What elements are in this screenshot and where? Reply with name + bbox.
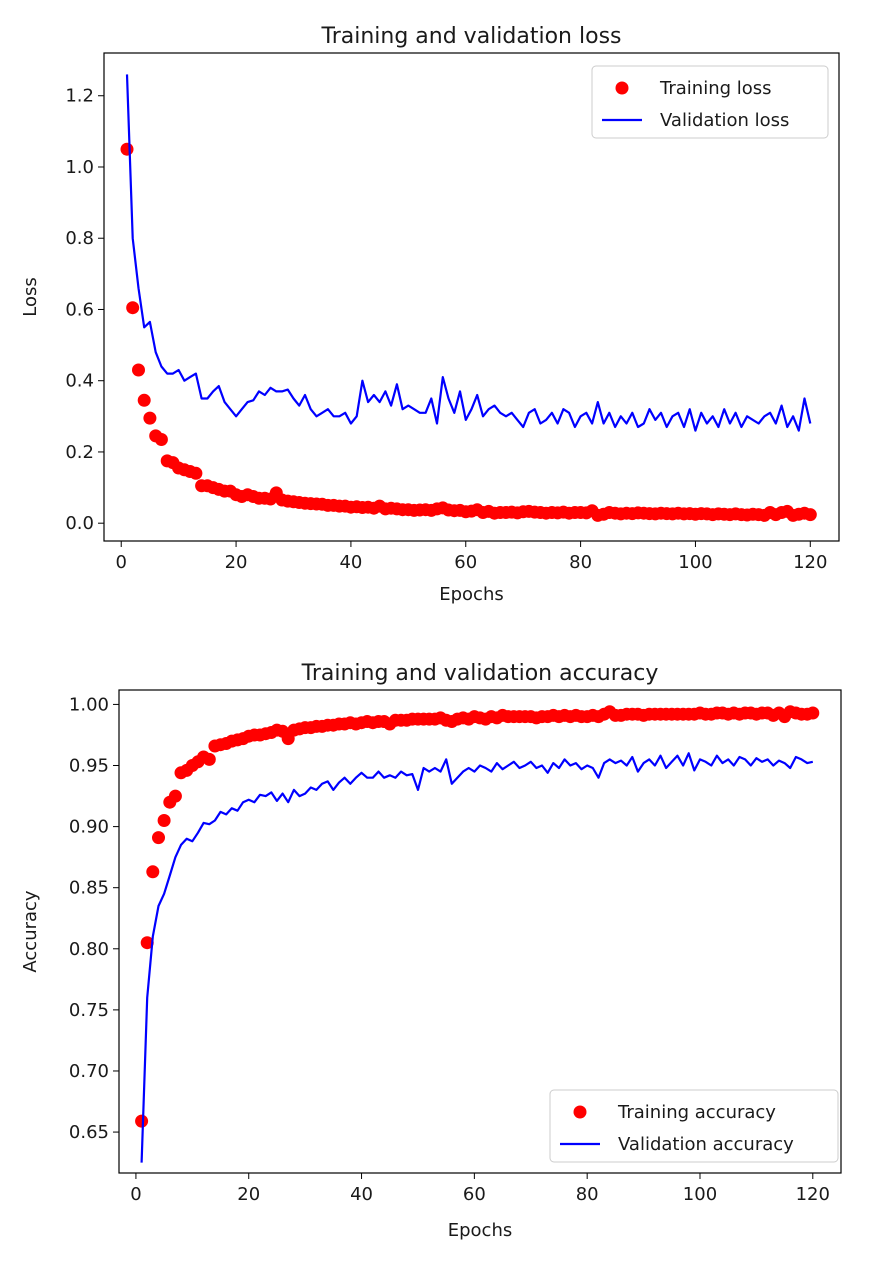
x-tick-label: 100 [678, 552, 712, 573]
accuracy-chart: Training and validation accuracy 0 20 40 60 8… [20, 661, 842, 1241]
y-tick-label: 0.85 [69, 878, 109, 899]
legend-entry: Validation loss [660, 110, 789, 131]
x-axis-label: Epochs [448, 1220, 513, 1241]
y-tick-label: 1.0 [65, 157, 94, 178]
y-tick-label: 0.6 [65, 299, 94, 320]
legend-point-swatch [573, 1105, 587, 1119]
data-point [143, 411, 157, 425]
x-tick-label: 60 [463, 1184, 486, 1205]
data-point [154, 433, 168, 446]
legend-box [591, 65, 829, 139]
x-tick-label: 40 [350, 1184, 373, 1205]
y-tick-label: 1.00 [69, 694, 109, 715]
x-tick-label: 40 [339, 552, 362, 573]
series-line [140, 752, 814, 1163]
x-tick-label: 80 [576, 1184, 599, 1205]
legend-entry: Training accuracy [617, 1102, 776, 1123]
series-points [120, 142, 817, 522]
data-point [126, 301, 140, 315]
x-tick-label: 60 [454, 552, 477, 573]
x-tick-label: 80 [569, 552, 592, 573]
data-point [137, 393, 151, 407]
series-points [135, 705, 820, 1128]
x-axis-label: Epochs [439, 584, 504, 605]
data-point [140, 936, 154, 950]
chart-title: Training and validation accuracy [301, 661, 659, 686]
plot-frame [118, 689, 842, 1174]
data-point [157, 814, 171, 827]
y-tick-label: 1.2 [65, 86, 94, 107]
y-tick-label: 0.8 [65, 228, 94, 249]
data-point [135, 1114, 149, 1128]
y-tick-label: 0.70 [69, 1061, 109, 1082]
legend: Training loss Validation loss [591, 65, 829, 139]
data-point [152, 831, 165, 845]
plot-frame [103, 52, 840, 542]
x-tick-label: 20 [225, 552, 248, 573]
x-tick-label: 120 [796, 1184, 830, 1205]
data-point [803, 508, 817, 522]
data-point [146, 865, 160, 879]
y-tick-label: 0.80 [69, 939, 109, 960]
legend: Training accuracy Validation accuracy [549, 1089, 839, 1163]
x-tick-label: 0 [116, 552, 127, 573]
x-tick-label: 20 [237, 1184, 260, 1205]
y-tick-label: 0.2 [65, 442, 94, 463]
x-tick-label: 0 [130, 1184, 141, 1205]
validation-line [140, 752, 814, 1163]
validation-line [125, 74, 812, 432]
y-tick-label: 0.90 [69, 817, 109, 838]
series-line [125, 74, 812, 432]
data-point [189, 466, 203, 480]
y-tick-label: 0.0 [65, 513, 94, 534]
legend-entry: Training loss [659, 78, 772, 99]
loss-chart: Training and validation loss 0 20 40 60 80 100… [20, 24, 840, 605]
chart-title: Training and validation loss [321, 24, 622, 49]
data-point [806, 706, 820, 720]
x-tick-label: 100 [683, 1184, 717, 1205]
y-tick-label: 0.95 [69, 756, 109, 777]
data-point [132, 363, 145, 377]
legend-box [549, 1089, 839, 1163]
y-tick-label: 0.75 [69, 1000, 109, 1021]
x-tick-label: 120 [793, 552, 827, 573]
y-tick-label: 0.65 [69, 1122, 109, 1143]
data-point [202, 752, 216, 766]
y-tick-label: 0.4 [65, 371, 94, 392]
data-point [120, 142, 134, 156]
legend-point-swatch [615, 81, 629, 95]
y-axis-label: Loss [20, 277, 41, 316]
y-axis-label: Accuracy [20, 890, 41, 973]
data-point [168, 789, 182, 803]
legend-entry: Validation accuracy [618, 1134, 794, 1155]
